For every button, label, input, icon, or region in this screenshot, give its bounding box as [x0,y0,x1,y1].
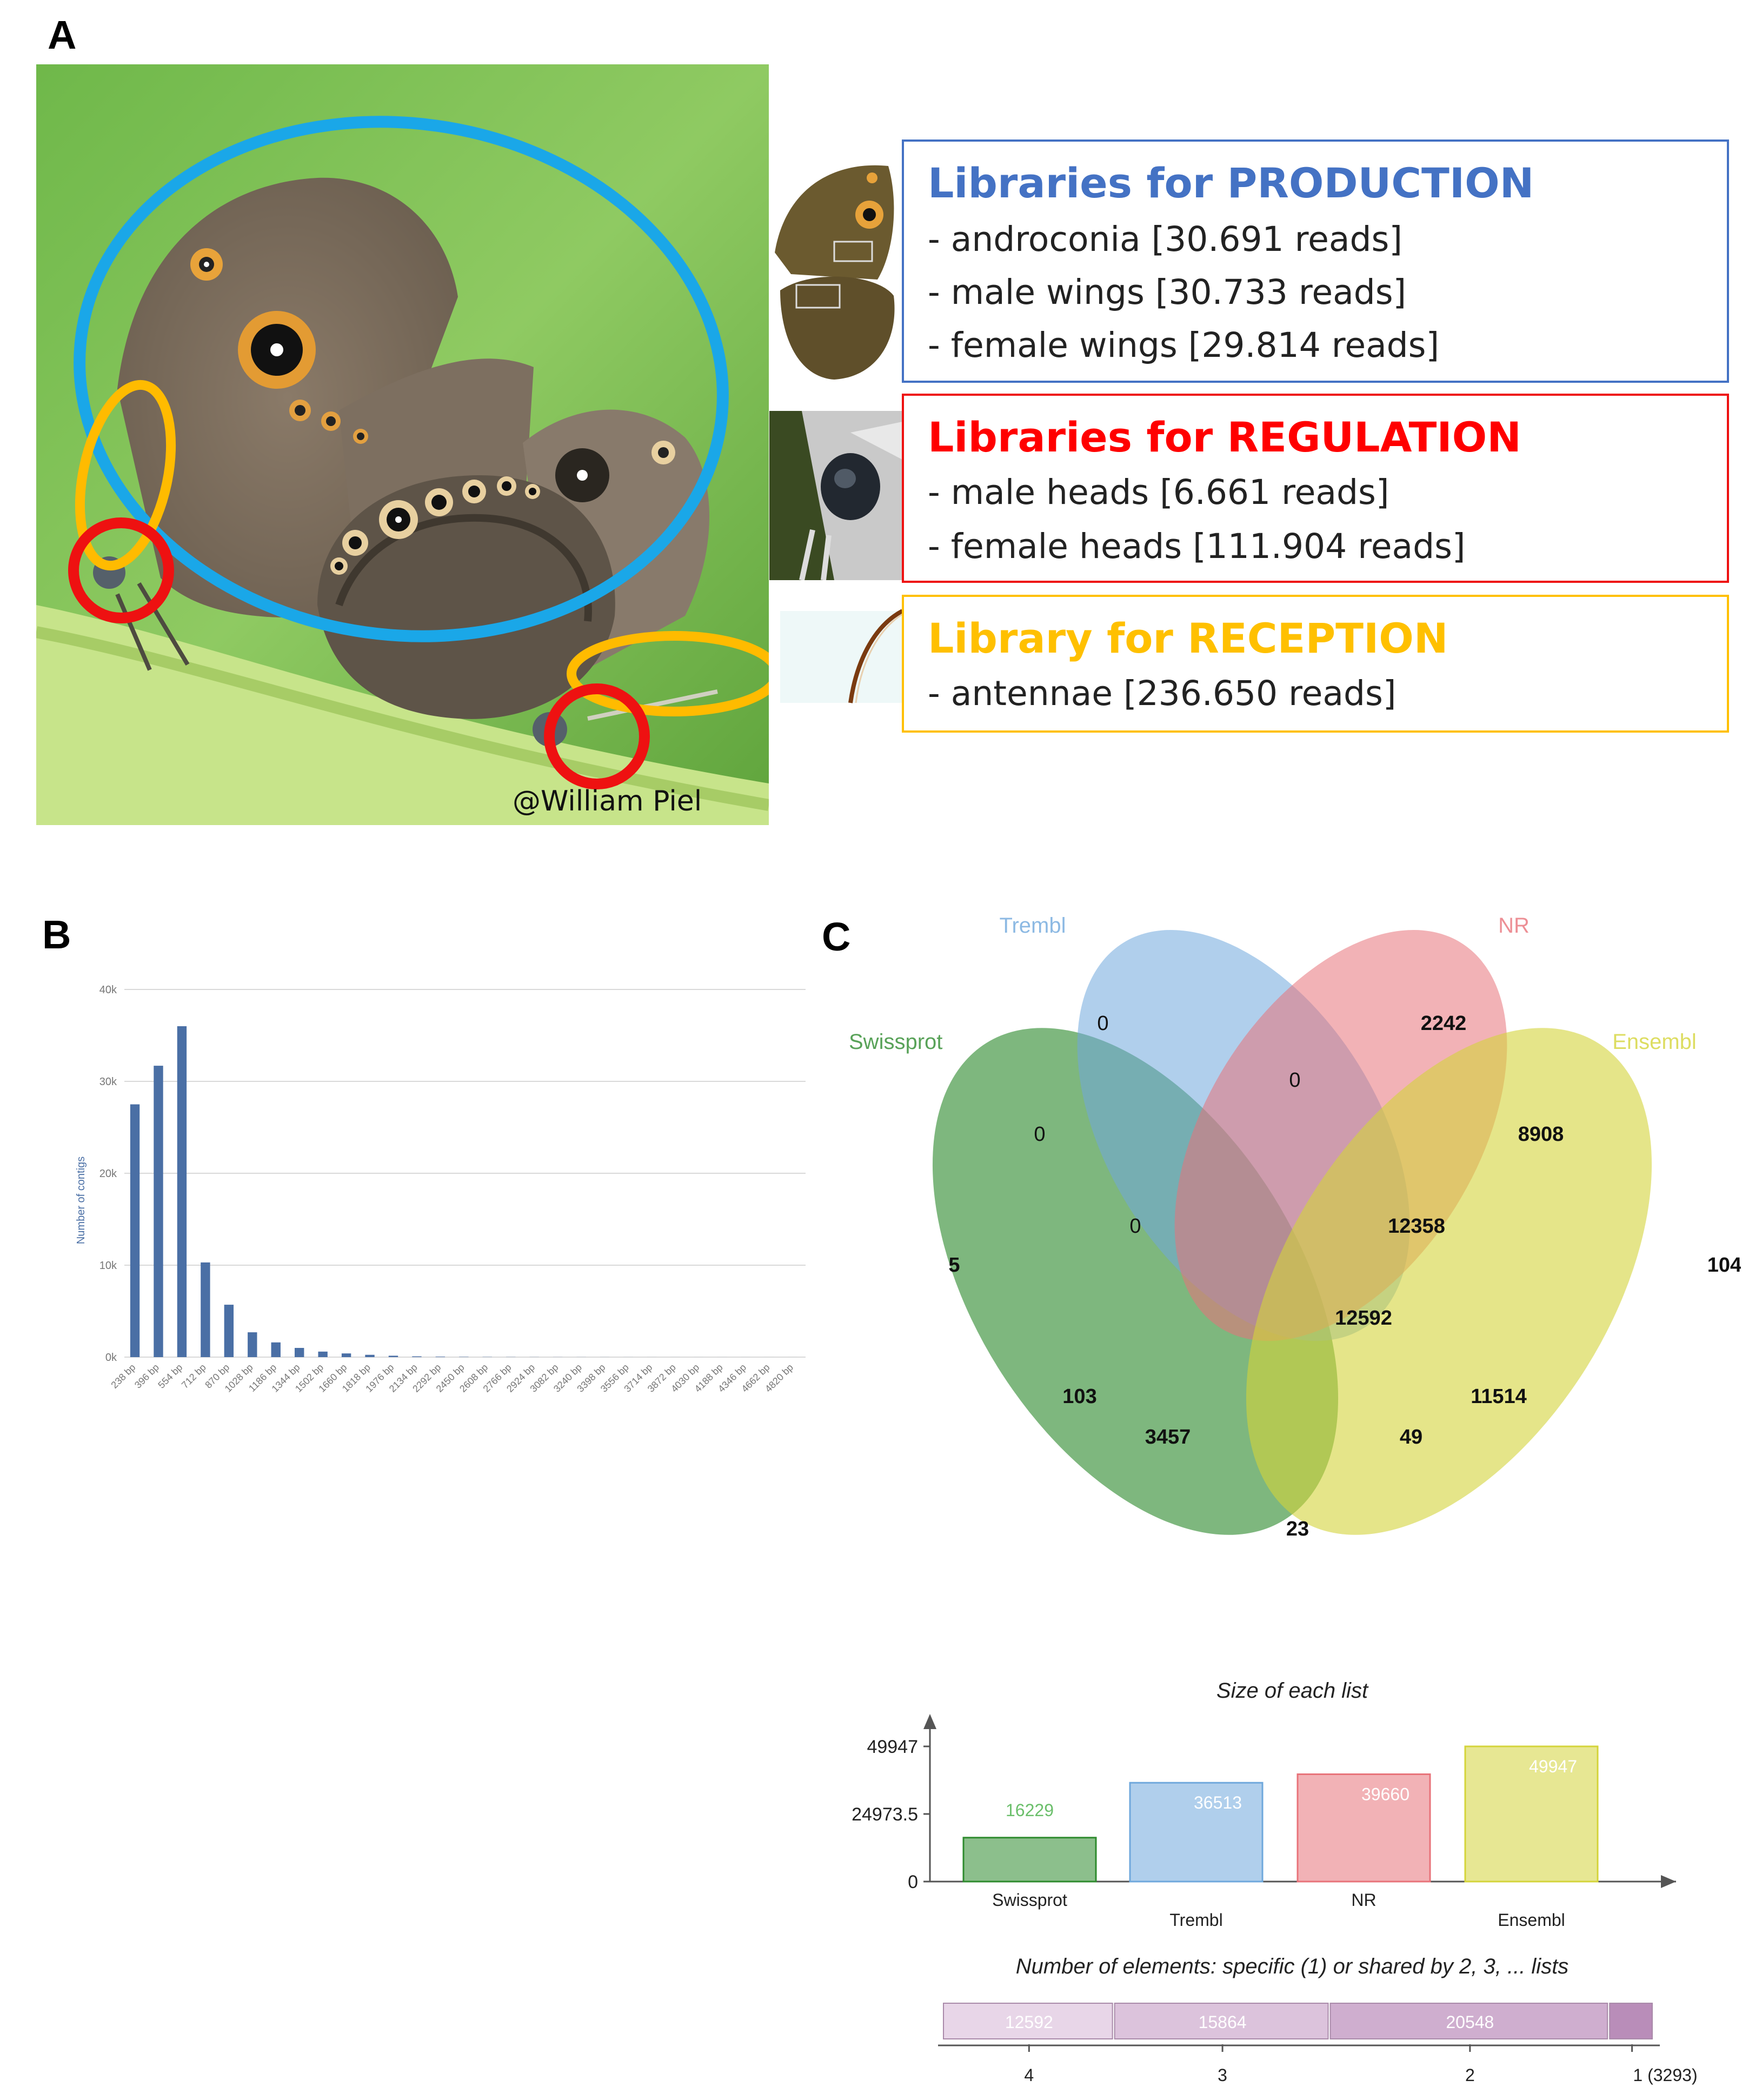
shared-category-label: 2 [1465,2065,1475,2085]
antenna-thumbnail [769,606,902,708]
butterfly-photo [36,64,769,825]
shared-category-label: 3 [1218,2065,1227,2085]
venn-region-count: 1046 [1707,1254,1741,1277]
venn-region-count: 11514 [1471,1385,1527,1408]
panel-label-c: C [822,914,851,959]
venn-region-count: 5 [948,1254,960,1277]
wing-thumbnail [769,155,902,384]
y-tick-label: 30k [99,1076,117,1088]
library-item: - female heads [111.904 reads] [928,527,1466,566]
venn-set-label: NR [1498,914,1530,938]
shared-bar-segment [1329,2003,1608,2039]
list-size-bar [1296,1773,1431,1883]
list-size-bar [1129,1782,1264,1883]
y-tick-label: 24973.5 [852,1804,918,1825]
shared-category-label: 4 [1024,2065,1034,2085]
size-chart-title: Size of each list [1216,1679,1369,1703]
production-title: Libraries for PRODUCTION [928,159,1534,207]
y-tick-label: 10k [99,1260,117,1272]
panel-label-b: B [42,912,71,957]
list-size-value: 16229 [1006,1800,1054,1820]
list-size-value: 36513 [1194,1793,1242,1812]
y-tick-label: 40k [99,984,117,996]
histogram-bar [177,1026,187,1357]
venn-region-count: 8908 [1518,1123,1564,1146]
venn-region-count: 3457 [1145,1426,1191,1448]
library-item: - male heads [6.661 reads] [928,473,1389,512]
library-item: - male wings [30.733 reads] [928,273,1407,312]
venn-region-count: 0 [1034,1123,1045,1146]
shared-chart-title: Number of elements: specific (1) or shar… [1016,1955,1569,1978]
list-name-label: Ensembl [1498,1910,1565,1930]
regulation-library-box: Libraries for REGULATION - male heads [6… [902,394,1729,583]
x-tick-label: 238 bp [109,1362,137,1391]
library-item: - antennae [236.650 reads] [928,674,1397,713]
list-name-label: Trembl [1169,1910,1222,1930]
shared-category-label: 1 (3293) [1633,2065,1697,2085]
venn-region-count: 103 [1062,1385,1096,1408]
shared-bar-segment [1609,2003,1653,2039]
shared-bar-value: 12592 [1005,2012,1053,2032]
histogram-bar [201,1262,210,1357]
venn-region-count: 12592 [1335,1307,1392,1330]
venn-region-count: 2242 [1421,1012,1467,1035]
y-axis-label: Number of contigs [75,1157,87,1244]
shared-bar-value: 20548 [1446,2012,1494,2032]
venn-set-ensembl [1246,1028,1652,1535]
y-tick-label: 20k [99,1168,117,1180]
x-axis-arrow [1661,1875,1676,1888]
production-library-box: Libraries for PRODUCTION - androconia [3… [902,139,1729,383]
library-item: - androconia [30.691 reads] [928,220,1402,259]
panel-label-a: A [48,12,77,57]
histogram-bar [130,1104,140,1357]
list-size-bar [962,1837,1097,1883]
venn-region-count: 23 [1286,1518,1309,1540]
histogram-bar [154,1066,163,1357]
venn-set-label: Ensembl [1612,1030,1697,1054]
venn-region-count: 0 [1289,1069,1300,1092]
reception-library-box: Library for RECEPTION - antennae [236.65… [902,595,1729,733]
histogram-bar [318,1351,328,1357]
venn-set-label: Swissprot [849,1030,942,1054]
shared-bar-segment [943,2003,1113,2039]
y-tick-label: 0k [105,1352,117,1364]
head-thumbnail [769,411,902,580]
y-tick-label: 0 [908,1872,918,1892]
list-size-bar [1464,1745,1599,1883]
reception-title: Library for RECEPTION [928,614,1448,662]
y-axis-arrow [923,1714,936,1729]
venn-region-count: 0 [1097,1012,1108,1035]
x-tick-label: 396 bp [132,1362,161,1391]
shared-bar-value: 15864 [1199,2012,1247,2032]
histogram-bar [365,1354,375,1357]
histogram-bar [295,1348,304,1357]
venn-diagram: Swissprot Trembl NR Ensembl 0 2242 0 0 8908 5 0 12… [849,914,1741,1540]
histogram-bar [388,1355,398,1357]
histogram-bar [341,1353,351,1357]
photo-credit: @William Piel [513,785,702,818]
x-tick-label: 712 bp [179,1362,208,1391]
venn-region-count: 49 [1400,1426,1422,1448]
list-name-label: NR [1351,1890,1376,1910]
shared-bar-segment [1114,2003,1329,2039]
list-size-value: 49947 [1529,1757,1577,1776]
histogram-bar [224,1305,234,1357]
venn-region-count: 12358 [1388,1215,1445,1238]
venn-set-label: Trembl [1000,914,1066,938]
list-size-value: 39660 [1361,1784,1409,1804]
venn-region-count: 0 [1129,1215,1141,1238]
histogram-bar [271,1342,281,1357]
list-name-label: Swissprot [992,1890,1067,1910]
regulation-title: Libraries for REGULATION [928,413,1521,461]
list-size-charts: Size of each list 0 24973.5 49947 16229 Swiss… [852,1679,1698,2085]
library-item: - female wings [29.814 reads] [928,325,1440,365]
x-tick-label: 554 bp [156,1362,184,1391]
histogram-bar [248,1332,257,1357]
y-tick-label: 49947 [867,1737,918,1757]
